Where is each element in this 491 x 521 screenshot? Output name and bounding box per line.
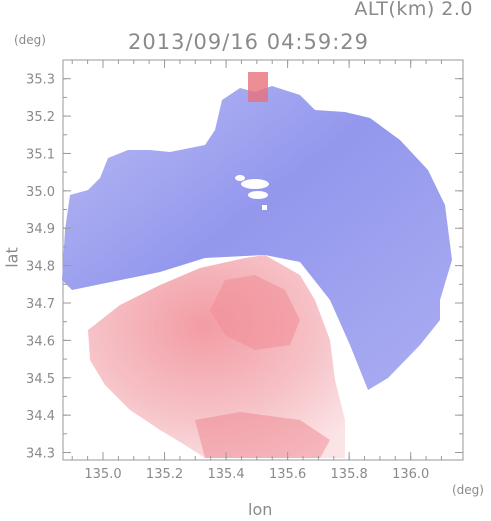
- timestamp-title: 2013/09/16 04:59:29: [128, 30, 370, 54]
- y-tick-label: 34.3: [26, 447, 55, 462]
- y-tick-label: 34.5: [26, 372, 55, 387]
- x-tick-label: 136.0: [392, 467, 429, 482]
- y-axis-label: lat: [2, 247, 22, 268]
- y-tick-label: 35.2: [26, 110, 55, 125]
- radar-echo-field: [62, 72, 452, 458]
- y-tick-label: 34.8: [26, 260, 55, 275]
- y-tick-label: 35.1: [26, 147, 55, 162]
- x-axis-unit: (deg): [452, 483, 484, 497]
- y-tick-label: 35.3: [26, 73, 55, 88]
- x-axis-label: lon: [248, 500, 273, 519]
- plot-border: [62, 59, 464, 461]
- axis-ticks: [63, 59, 463, 460]
- y-axis-unit: (deg): [14, 33, 46, 47]
- top-red-spot: [248, 72, 268, 102]
- x-tick-label: 135.2: [146, 467, 183, 482]
- sky-holes: [235, 175, 269, 210]
- x-tick-label: 135.8: [331, 467, 368, 482]
- y-tick-label: 34.9: [26, 222, 55, 237]
- x-tick-label: 135.0: [84, 467, 121, 482]
- red-south: [195, 412, 330, 458]
- altitude-label: ALT(km) 2.0: [354, 0, 473, 20]
- y-tick-label: 35.0: [26, 185, 55, 200]
- y-tick-label: 34.6: [26, 334, 55, 349]
- x-tick-label: 135.4: [207, 467, 244, 482]
- approaching-region: [62, 86, 452, 390]
- y-tick-label: 34.4: [26, 409, 55, 424]
- red-core: [210, 275, 300, 350]
- x-tick-label: 135.6: [269, 467, 306, 482]
- axis-tick-labels: 135.0 135.2 135.4 135.6 135.8 136.0 34.3 34.4 34…: [26, 73, 429, 482]
- y-tick-label: 34.7: [26, 297, 55, 312]
- plot-frame: [62, 59, 464, 461]
